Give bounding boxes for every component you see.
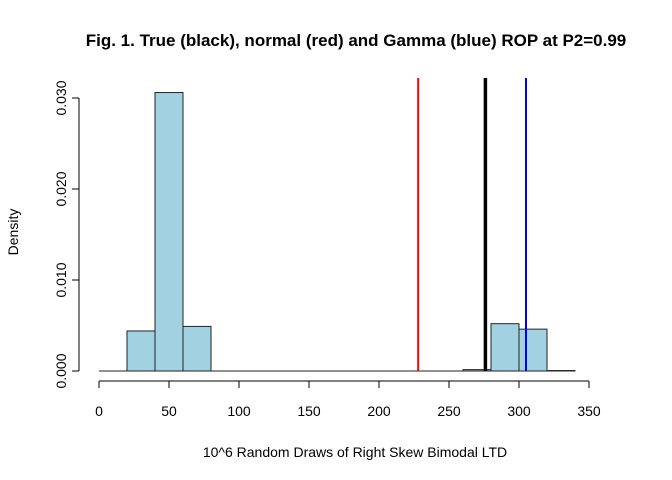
histogram-bar-1 — [126, 330, 156, 372]
histogram-bar-3 — [182, 325, 212, 372]
x-tick-label-1: 50 — [161, 403, 177, 419]
x-tick-label-6: 300 — [507, 403, 531, 419]
histogram-bar-2 — [154, 92, 184, 372]
y-tick-label-2: 0.020 — [53, 171, 69, 206]
x-axis-label: 10^6 Random Draws of Right Skew Bimodal … — [203, 444, 507, 460]
histogram-bar-15 — [518, 328, 548, 372]
bars-group — [99, 92, 576, 372]
y-axis: 0.000 0.010 0.020 0.030 — [53, 80, 80, 389]
histogram-bar-14 — [490, 323, 520, 372]
x-axis: 0 50 100 150 200 250 300 350 — [95, 380, 601, 419]
x-tick-label-3: 150 — [297, 403, 321, 419]
chart-title: Fig. 1. True (black), normal (red) and G… — [86, 31, 627, 50]
y-tick-label-0: 0.000 — [53, 353, 69, 388]
reference-lines-group — [417, 78, 527, 371]
x-tick-label-4: 200 — [367, 403, 391, 419]
x-tick-label-5: 250 — [437, 403, 461, 419]
x-tick-label-7: 350 — [577, 403, 601, 419]
y-tick-label-1: 0.010 — [53, 262, 69, 297]
x-tick-label-2: 100 — [227, 403, 251, 419]
y-axis-label: Density — [5, 209, 21, 256]
x-tick-label-0: 0 — [95, 403, 103, 419]
y-tick-label-3: 0.030 — [53, 80, 69, 115]
